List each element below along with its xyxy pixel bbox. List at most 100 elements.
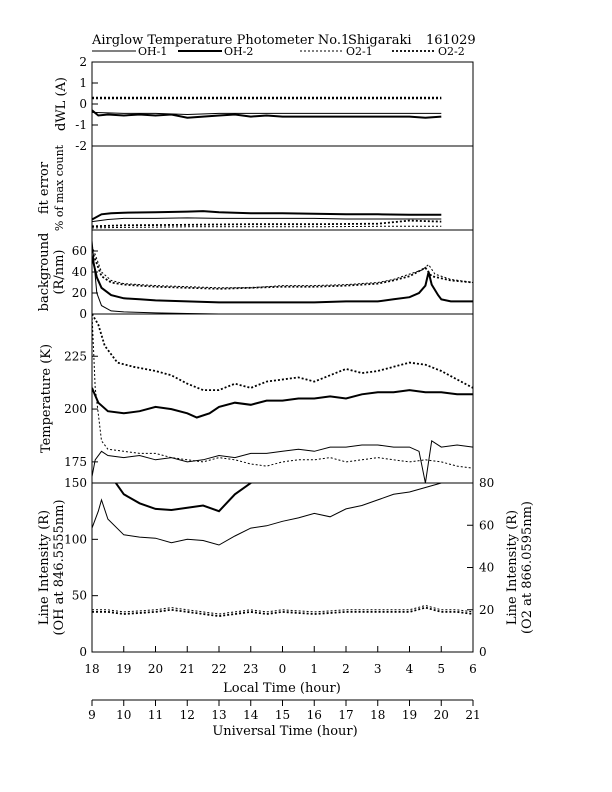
x-axis-label: Local Time (hour) [223, 681, 341, 696]
xtick-label: 22 [211, 662, 226, 676]
panel-temp: 175 200 225 Temperature (K) [39, 313, 474, 484]
series-fit-o2-1 [92, 225, 442, 229]
y2tick-label-int: 0 [479, 645, 487, 659]
ylabel2-fit: % of max count [53, 144, 66, 231]
panel-int-frame [91, 482, 474, 653]
ylabel-int: Line Intensity (R) [37, 510, 52, 625]
xtick-label: 5 [437, 662, 445, 676]
xtick-label: 18 [84, 662, 99, 676]
ytick-label-dwl: 0 [79, 97, 87, 111]
ylabel-temp: Temperature (K) [39, 344, 54, 453]
xtick-label: 6 [469, 662, 477, 676]
ytick-label-bg: 60 [72, 244, 87, 258]
x2tick-label: 13 [211, 708, 226, 722]
panel-fit-series [92, 210, 442, 229]
series-fit-oh-2 [92, 210, 442, 221]
legend-label-oh-2: OH-2 [224, 45, 253, 58]
x2tick-label: 19 [402, 708, 417, 722]
series-temp-oh-2 [92, 387, 473, 419]
xtick-label: 0 [279, 662, 287, 676]
series-fit-oh-1 [92, 217, 442, 223]
x2tick-label: 11 [148, 708, 163, 722]
x2tick-label: 10 [116, 708, 131, 722]
y2tick-label-int: 20 [479, 603, 494, 617]
panel-fit-frame [91, 145, 474, 231]
legend: OH-1 OH-2 O2-1 O2-2 [92, 45, 465, 58]
plot-panels: -2 -1 0 1 2 dWL (A) fit error% of max count 0 20… [37, 55, 535, 659]
panel-fit: fit error% of max count [37, 144, 474, 231]
ylabel-dwl: dWL (A) [54, 77, 69, 131]
legend-label-o2-1: O2-1 [346, 45, 373, 58]
chart-date: 161029 [426, 33, 476, 48]
panel-dwl-series [92, 96, 442, 119]
y2label-int: Line Intensity (R) [505, 510, 520, 625]
ylabel-bg: background [37, 233, 52, 312]
xtick-label: 21 [180, 662, 195, 676]
series-dwl-oh-1 [92, 111, 442, 116]
series-int-o2-2 [92, 606, 473, 618]
x2tick-label: 17 [338, 708, 353, 722]
universal-time-axis: 9 10 11 12 13 14 15 16 17 18 19 20 21 [88, 699, 481, 722]
ylabel2-int: (OH at 846.5555nm) [52, 499, 67, 635]
series-bg-o2-1 [92, 245, 473, 289]
x2tick-label: 20 [434, 708, 449, 722]
ytick-label-temp: 175 [64, 455, 87, 469]
ytick-label-int: 0 [79, 645, 87, 659]
x2tick-label: 14 [243, 708, 259, 722]
xtick-label: 3 [374, 662, 382, 676]
xtick-label: 23 [243, 662, 258, 676]
ytick-label-bg: 0 [79, 307, 87, 321]
panel-dwl: -2 -1 0 1 2 dWL (A) [54, 55, 474, 153]
series-fit-o2-2 [92, 219, 442, 228]
ylabel-fit: fit error [37, 161, 52, 214]
series-bg-o2-2 [92, 250, 473, 290]
series-int-oh-2 [114, 483, 253, 513]
panel-dwl-frame [91, 61, 474, 147]
ytick-label-dwl: 1 [79, 76, 87, 90]
panel-int-series [92, 483, 473, 618]
xtick-label: 2 [342, 662, 350, 676]
chart-site: Shigaraki [348, 33, 412, 48]
series-dwl-oh-2 [92, 109, 442, 119]
x2tick-label: 9 [88, 708, 96, 722]
series-bg-oh-1 [92, 240, 442, 314]
series-temp-oh-1 [92, 439, 473, 483]
ytick-label-temp: 200 [64, 402, 87, 416]
ytick-label-dwl: -2 [75, 139, 87, 153]
ytick-label-temp: 225 [64, 349, 87, 363]
y2tick-label-int: 40 [479, 561, 494, 575]
ytick-label-bg: 20 [72, 286, 87, 300]
legend-label-o2-2: O2-2 [438, 45, 465, 58]
series-int-o2-1 [92, 604, 473, 615]
legend-label-oh-1: OH-1 [138, 45, 167, 58]
series-int-oh-1 [92, 483, 473, 546]
ytick-label-dwl: -1 [75, 118, 87, 132]
y2label2-int: (O2 at 866.0595nm) [520, 501, 535, 634]
x2tick-label: 16 [307, 708, 322, 722]
ylabel2-bg: (R/nm) [52, 249, 67, 294]
panel-bg: 0 20 40 60 background (R/nm) [37, 229, 474, 321]
x2tick-label: 21 [465, 708, 480, 722]
series-temp-o2-2 [92, 314, 473, 391]
panel-temp-series [92, 314, 473, 483]
chart-title: Airglow Temperature Photometer No.1 [91, 33, 349, 48]
x2-axis-label: Universal Time (hour) [212, 724, 357, 739]
ytick-label-bg: 40 [72, 265, 87, 279]
xtick-label: 1 [310, 662, 318, 676]
x2tick-label: 15 [275, 708, 290, 722]
ytick-label-int: 100 [64, 532, 87, 546]
y2tick-label-int: 60 [479, 518, 494, 532]
x2tick-label: 18 [370, 708, 385, 722]
x2tick-label: 12 [180, 708, 195, 722]
series-bg-oh-2 [92, 256, 473, 304]
local-time-axis: 18 19 20 21 22 23 0 1 2 3 4 5 6 [84, 646, 477, 676]
xtick-label: 20 [148, 662, 163, 676]
ytick-label-int: 50 [72, 589, 87, 603]
ytick-label-int: 150 [64, 476, 87, 490]
xtick-label: 4 [406, 662, 414, 676]
panel-bg-series [92, 240, 473, 314]
ytick-label-dwl: 2 [79, 55, 87, 69]
y2tick-label-int: 80 [479, 476, 494, 490]
